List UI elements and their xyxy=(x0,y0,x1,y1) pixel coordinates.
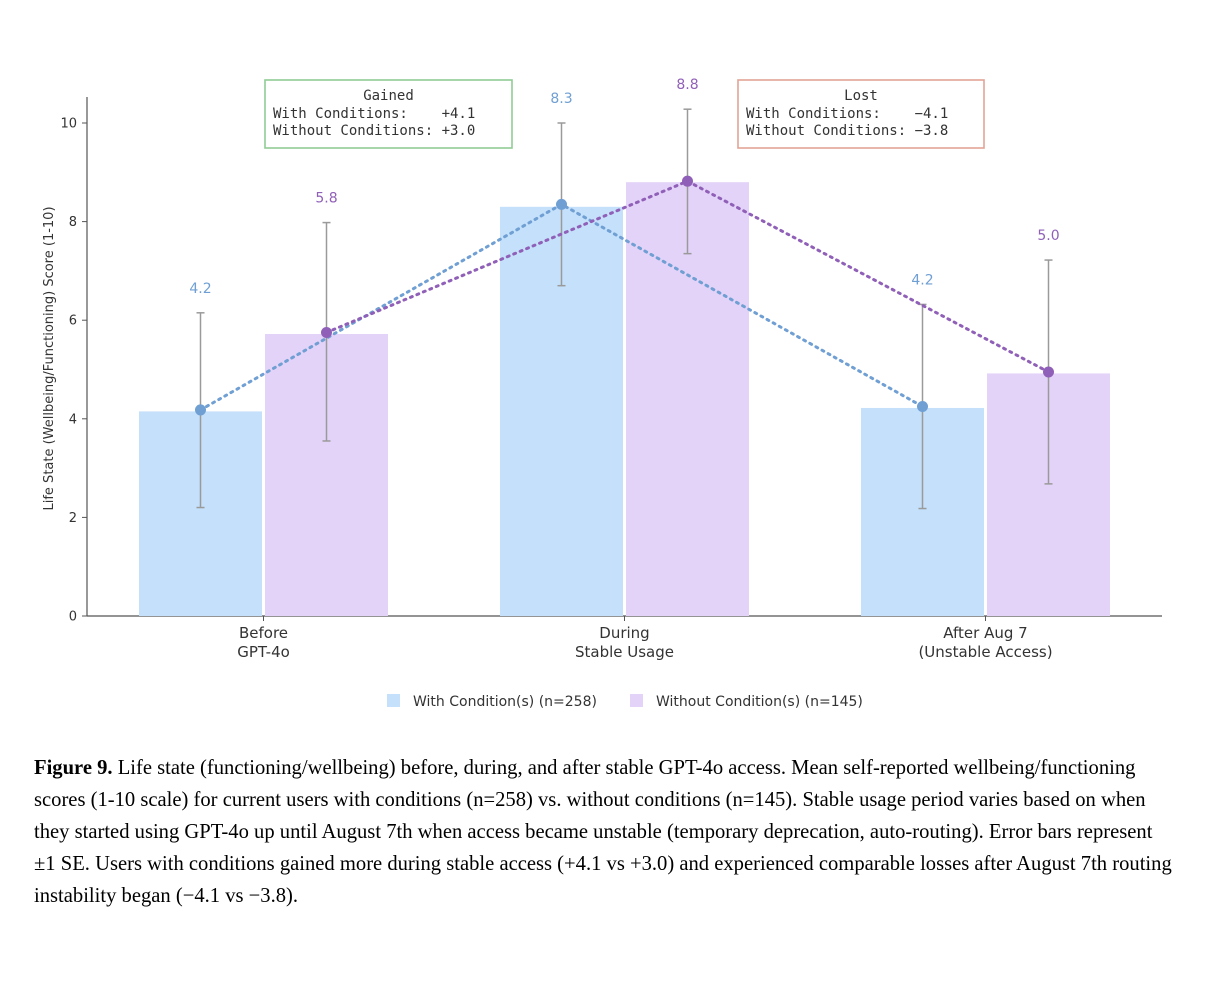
x-tick-label: (Unstable Access) xyxy=(918,643,1052,661)
x-tick-label: During xyxy=(599,624,649,642)
y-tick-label: 6 xyxy=(69,314,77,329)
figure-caption: Figure 9. Life state (functioning/wellbe… xyxy=(34,752,1179,912)
legend-swatch xyxy=(387,694,400,707)
caption-text: Life state (functioning/wellbeing) befor… xyxy=(34,757,1172,907)
annotation-line: With Conditions: −4.1 xyxy=(746,106,948,122)
y-tick-label: 10 xyxy=(60,117,77,132)
y-tick-label: 4 xyxy=(69,412,77,427)
y-axis-label: Life State (Wellbeing/Functioning) Score… xyxy=(42,206,57,510)
data-point xyxy=(917,400,928,412)
x-tick-label: Before xyxy=(239,624,288,642)
annotation-box xyxy=(737,79,985,149)
annotation-line: With Conditions: +4.1 xyxy=(273,106,475,122)
x-tick-label: GPT-4o xyxy=(237,643,290,661)
value-label: 5.0 xyxy=(1037,228,1059,244)
annotation-box xyxy=(264,79,513,149)
legend-label: With Condition(s) (n=258) xyxy=(413,694,597,710)
y-tick-label: 2 xyxy=(69,511,77,526)
data-point xyxy=(682,175,693,187)
y-tick-label: 8 xyxy=(69,215,77,230)
annotation-title: Gained xyxy=(363,88,414,104)
y-tick-label: 0 xyxy=(69,610,77,625)
x-tick-label: After Aug 7 xyxy=(943,624,1027,642)
legend-swatch xyxy=(630,694,643,707)
annotation-line: Without Conditions: +3.0 xyxy=(273,123,475,139)
life-state-chart: 0 2 4 6 8 10 Life State (Wellbeing/Functioning… xyxy=(42,77,1162,710)
annotation-line: Without Conditions: −3.8 xyxy=(746,123,948,139)
x-tick-label: Stable Usage xyxy=(575,643,674,661)
caption-label: Figure 9. xyxy=(34,757,113,779)
data-point xyxy=(195,404,206,416)
bar xyxy=(626,182,749,616)
data-point xyxy=(321,327,332,339)
annotation-title: Lost xyxy=(844,88,878,104)
data-point xyxy=(1043,366,1054,378)
value-label: 4.2 xyxy=(189,281,211,297)
value-label: 8.8 xyxy=(676,77,698,93)
value-label: 4.2 xyxy=(911,272,933,288)
value-label: 8.3 xyxy=(550,91,572,107)
legend-label: Without Condition(s) (n=145) xyxy=(656,694,863,710)
data-point xyxy=(556,198,567,210)
value-label: 5.8 xyxy=(315,191,337,207)
